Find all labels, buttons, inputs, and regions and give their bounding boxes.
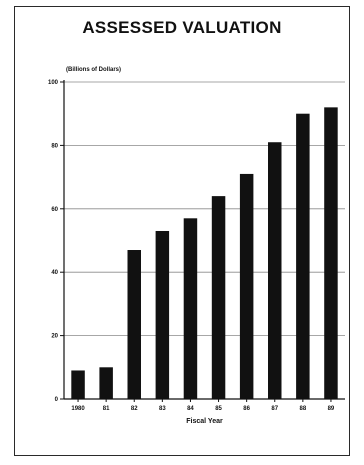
x-tick-label: 1980 [71,406,85,412]
x-tick-label: 88 [300,406,307,412]
x-tick-label: 82 [131,406,138,412]
y-tick-label: 0 [55,397,59,403]
y-tick-label: 40 [51,270,58,276]
chart-title: ASSESSED VALUATION [82,18,282,37]
bar-86 [239,173,254,399]
x-tick-label: 81 [103,406,110,412]
x-tick-label: 89 [328,406,335,412]
y-tick-label: 100 [48,80,59,86]
chart-frame [14,6,350,456]
x-tick-label: 83 [159,406,166,412]
bars [71,107,338,400]
y-tick-label: 60 [51,207,58,213]
bar-81 [99,367,113,399]
x-tick-label: 87 [271,406,278,412]
bar-1980 [71,370,85,399]
bar-83 [155,230,170,399]
axes [60,80,345,402]
x-tick-label: 84 [187,406,194,412]
bar-88 [296,113,310,399]
bar-84 [183,218,198,399]
bar-87 [268,142,282,400]
unit-label: (Billions of Dollars) [66,67,122,73]
x-tick-labels: 1980 81 82 83 84 85 86 87 88 89 [71,406,335,412]
bar-89 [324,107,338,400]
x-tick-label: 85 [215,406,222,412]
x-tick-label: 86 [243,406,250,412]
bar-85 [211,196,226,399]
bar-82 [127,250,141,399]
y-tick-label: 80 [51,143,58,149]
x-axis-title: Fiscal Year [186,418,223,425]
y-tick-label: 20 [51,334,58,340]
y-tick-labels: 0 20 40 60 80 100 [48,80,59,403]
